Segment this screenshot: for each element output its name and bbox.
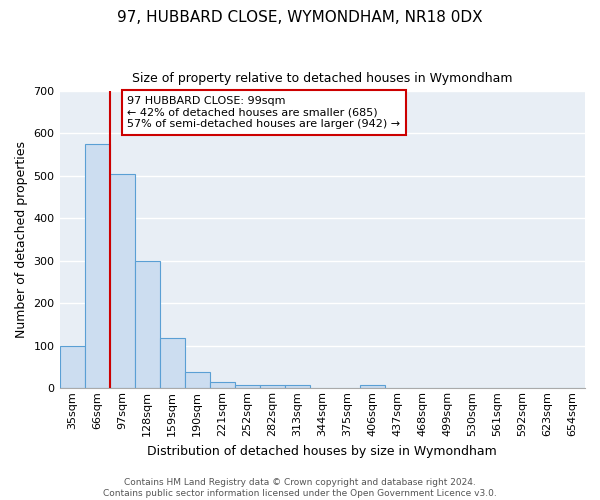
Text: 97, HUBBARD CLOSE, WYMONDHAM, NR18 0DX: 97, HUBBARD CLOSE, WYMONDHAM, NR18 0DX [117, 10, 483, 25]
Bar [110, 174, 134, 388]
Bar [160, 338, 185, 388]
Bar [185, 372, 209, 388]
Title: Size of property relative to detached houses in Wymondham: Size of property relative to detached ho… [132, 72, 512, 86]
Text: Contains HM Land Registry data © Crown copyright and database right 2024.
Contai: Contains HM Land Registry data © Crown c… [103, 478, 497, 498]
Bar [360, 385, 385, 388]
Bar [59, 346, 85, 389]
Bar [134, 261, 160, 388]
Bar [235, 385, 260, 388]
Bar [85, 144, 110, 388]
Bar [260, 386, 285, 388]
Bar [285, 386, 310, 388]
X-axis label: Distribution of detached houses by size in Wymondham: Distribution of detached houses by size … [148, 444, 497, 458]
Text: 97 HUBBARD CLOSE: 99sqm
← 42% of detached houses are smaller (685)
57% of semi-d: 97 HUBBARD CLOSE: 99sqm ← 42% of detache… [127, 96, 400, 129]
Y-axis label: Number of detached properties: Number of detached properties [15, 141, 28, 338]
Bar [209, 382, 235, 388]
